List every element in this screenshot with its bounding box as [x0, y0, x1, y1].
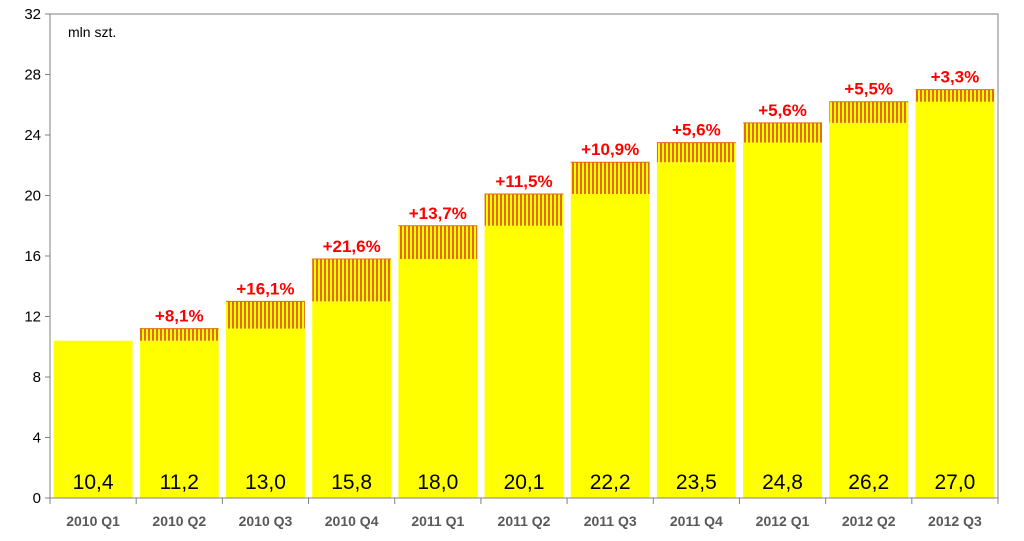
growth-label: +5,6% — [672, 121, 721, 140]
unit-label: mln szt. — [68, 24, 116, 40]
growth-label: +8,1% — [155, 307, 204, 326]
bar-value-label: 24,8 — [762, 471, 803, 494]
x-tick-label: 2010 Q3 — [239, 513, 293, 529]
bar-value-label: 18,0 — [417, 471, 458, 494]
growth-label: +5,5% — [844, 80, 893, 99]
growth-label: +3,3% — [931, 68, 980, 87]
growth-label: +16,1% — [236, 279, 294, 298]
bar-base — [226, 328, 305, 498]
y-tick-label: 4 — [33, 430, 41, 447]
growth-label: +21,6% — [323, 237, 381, 256]
x-tick-label: 2010 Q4 — [325, 513, 379, 529]
bar-base — [53, 340, 133, 498]
y-tick-label: 28 — [24, 67, 41, 84]
x-tick-label: 2010 Q1 — [66, 513, 120, 529]
bar-increment — [484, 193, 564, 226]
bar-base — [656, 162, 736, 498]
bar-base — [743, 142, 822, 498]
bar-increment — [226, 301, 305, 329]
bar-value-label: 11,2 — [160, 471, 199, 494]
x-tick-label: 2010 Q2 — [152, 513, 206, 529]
x-tick-label: 2011 Q3 — [584, 513, 637, 529]
bar-value-label: 26,2 — [848, 471, 889, 494]
bar-base — [484, 225, 564, 498]
bar-value-label: 20,1 — [504, 471, 545, 494]
bars-layer — [53, 89, 995, 499]
axis-layer: 2010 Q1 2010 Q2 2010 Q3 2010 Q4 2011 Q1 2011 … — [24, 6, 999, 529]
growth-label: +10,9% — [581, 140, 639, 159]
x-tick-label: 2012 Q3 — [928, 513, 982, 529]
x-tick-label: 2011 Q4 — [670, 513, 723, 529]
bar-increment — [312, 259, 392, 302]
bar-value-label: 22,2 — [590, 471, 631, 494]
bar-increment — [398, 225, 478, 260]
bar-base — [829, 122, 909, 499]
bar-increment — [139, 328, 219, 341]
bar-increment — [915, 89, 995, 102]
bar-increment — [743, 122, 822, 143]
x-tick-label: 2011 Q2 — [498, 513, 551, 529]
growth-label: +5,6% — [758, 101, 807, 120]
y-tick-label: 32 — [24, 6, 41, 23]
bar-increment — [656, 142, 736, 163]
bar-base — [915, 101, 995, 498]
bar-value-label: 23,5 — [676, 471, 717, 494]
plot-frame — [49, 13, 999, 499]
growth-label: +13,7% — [409, 204, 467, 223]
x-tick-label: 2012 Q2 — [842, 513, 896, 529]
bar-value-label: 10,4 — [73, 471, 114, 494]
y-tick-label: 12 — [24, 309, 41, 326]
bar-value-label: 27,0 — [934, 471, 975, 494]
y-tick-label: 8 — [33, 369, 41, 386]
y-tick-label: 20 — [24, 188, 41, 205]
y-tick-label: 0 — [33, 490, 41, 507]
y-tick-label: 16 — [24, 248, 41, 265]
growth-label: +11,5% — [495, 172, 552, 191]
labels-layer: 10,4 11,2 +8,1% 13,0 +16,1% 15,8 +21,6% 18,0 +13… — [73, 68, 980, 494]
bar-base — [570, 193, 650, 499]
y-tick-label: 24 — [24, 127, 41, 144]
bar-value-label: 15,8 — [331, 471, 372, 494]
x-tick-label: 2011 Q1 — [411, 513, 464, 529]
bar-base — [398, 259, 478, 498]
bar-increment — [829, 101, 909, 123]
bar-increment — [570, 162, 650, 194]
bar-value-label: 13,0 — [245, 471, 286, 494]
bar-base — [139, 340, 219, 498]
bar-base — [312, 301, 392, 498]
x-tick-label: 2012 Q1 — [756, 513, 810, 529]
